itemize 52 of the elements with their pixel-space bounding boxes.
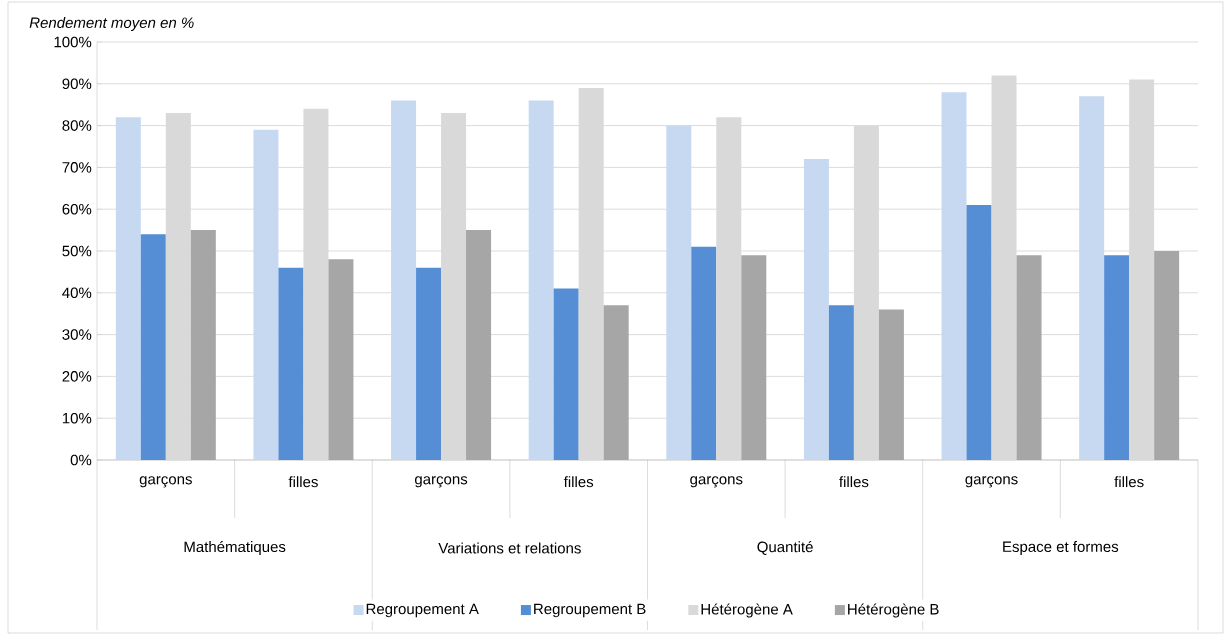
text: Variations et relations (438, 542, 581, 554)
legend-label: Regroupement A (366, 603, 479, 618)
bar (966, 205, 992, 460)
bar (528, 100, 554, 460)
bar (1079, 96, 1105, 460)
x-tick-label: garçons (690, 476, 743, 488)
bar (666, 125, 692, 460)
y-tick-label: 80% (62, 120, 92, 131)
x-tick-label: filles (1114, 476, 1144, 488)
y-axis-title: Rendement moyen en % (29, 17, 194, 31)
y-tick-label: 30% (62, 329, 92, 340)
bar (165, 113, 191, 460)
y-tick-label: 60% (62, 203, 92, 215)
bar (278, 267, 304, 460)
bar (303, 108, 329, 460)
bar (803, 159, 829, 460)
x-tick-label: garçons (415, 476, 468, 488)
bar (553, 288, 579, 460)
bar (853, 125, 879, 460)
y-tick-label: 10% (62, 412, 92, 424)
bar (991, 75, 1017, 460)
y-tick-label: 40% (62, 287, 92, 299)
y-tick-label: 90% (62, 78, 92, 90)
text: Espace et formes (1003, 541, 1119, 555)
bar (1104, 255, 1130, 460)
bar (140, 234, 166, 460)
x-tick-label: filles (288, 476, 318, 488)
bar (115, 117, 141, 460)
text: Mathématiques (184, 540, 286, 556)
legend-label: Regroupement B (534, 603, 646, 618)
y-tick-label: 20% (62, 371, 92, 382)
bar (391, 100, 417, 460)
y-tick-label: 100% (54, 36, 92, 48)
legend-label: Hétérogène A (701, 603, 793, 618)
x-tick-label: filles (563, 476, 594, 488)
legend-label: Hétérogène B (848, 603, 939, 618)
bar (691, 246, 717, 460)
bar (941, 92, 967, 460)
y-tick-label: 0% (70, 454, 92, 466)
bar (578, 87, 604, 460)
bar (416, 267, 442, 460)
x-tick-label: garçons (139, 476, 192, 488)
y-tick-label: 50% (62, 245, 92, 257)
bar (716, 117, 742, 460)
x-tick-label: garçons (965, 476, 1018, 488)
bar (1129, 79, 1155, 460)
text: Quantité (757, 541, 813, 555)
bar (441, 113, 467, 460)
x-tick-label: filles (839, 476, 869, 488)
bar (253, 129, 279, 460)
bar (828, 305, 854, 460)
y-tick-label: 70% (62, 162, 92, 173)
